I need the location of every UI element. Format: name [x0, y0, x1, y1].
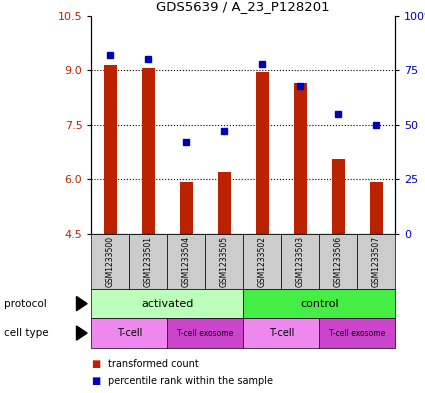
Bar — [243, 318, 319, 348]
Bar — [243, 289, 395, 318]
Text: GSM1233500: GSM1233500 — [106, 236, 115, 287]
Bar — [332, 159, 345, 234]
Bar — [104, 65, 117, 234]
Text: control: control — [300, 299, 339, 309]
Bar — [91, 289, 243, 318]
Text: GSM1233504: GSM1233504 — [182, 236, 191, 287]
Bar — [205, 234, 243, 289]
Bar — [281, 234, 319, 289]
Bar — [218, 172, 231, 234]
Bar — [294, 83, 307, 234]
Text: cell type: cell type — [4, 328, 49, 338]
Text: GSM1233502: GSM1233502 — [258, 236, 267, 287]
Text: ■: ■ — [91, 358, 101, 369]
Bar — [357, 234, 395, 289]
Text: GSM1233501: GSM1233501 — [144, 236, 153, 287]
Bar — [243, 234, 281, 289]
Bar — [167, 318, 243, 348]
Bar — [167, 234, 205, 289]
Text: protocol: protocol — [4, 299, 47, 309]
Bar — [256, 72, 269, 234]
Text: T-cell exosome: T-cell exosome — [329, 329, 385, 338]
Bar — [370, 182, 383, 234]
Text: GSM1233503: GSM1233503 — [296, 236, 305, 287]
Bar — [91, 234, 129, 289]
Text: ■: ■ — [91, 376, 101, 386]
Bar — [319, 234, 357, 289]
Text: transformed count: transformed count — [108, 358, 199, 369]
Text: T-cell: T-cell — [117, 328, 142, 338]
Bar — [91, 318, 167, 348]
Text: T-cell: T-cell — [269, 328, 294, 338]
Text: T-cell exosome: T-cell exosome — [177, 329, 233, 338]
Text: GSM1233505: GSM1233505 — [220, 236, 229, 287]
Bar — [180, 182, 193, 234]
Text: percentile rank within the sample: percentile rank within the sample — [108, 376, 273, 386]
Bar — [142, 68, 155, 234]
Text: GSM1233507: GSM1233507 — [372, 236, 381, 287]
Bar — [319, 318, 395, 348]
Text: GSM1233506: GSM1233506 — [334, 236, 343, 287]
Title: GDS5639 / A_23_P128201: GDS5639 / A_23_P128201 — [156, 0, 330, 13]
Text: activated: activated — [141, 299, 193, 309]
Bar — [129, 234, 167, 289]
